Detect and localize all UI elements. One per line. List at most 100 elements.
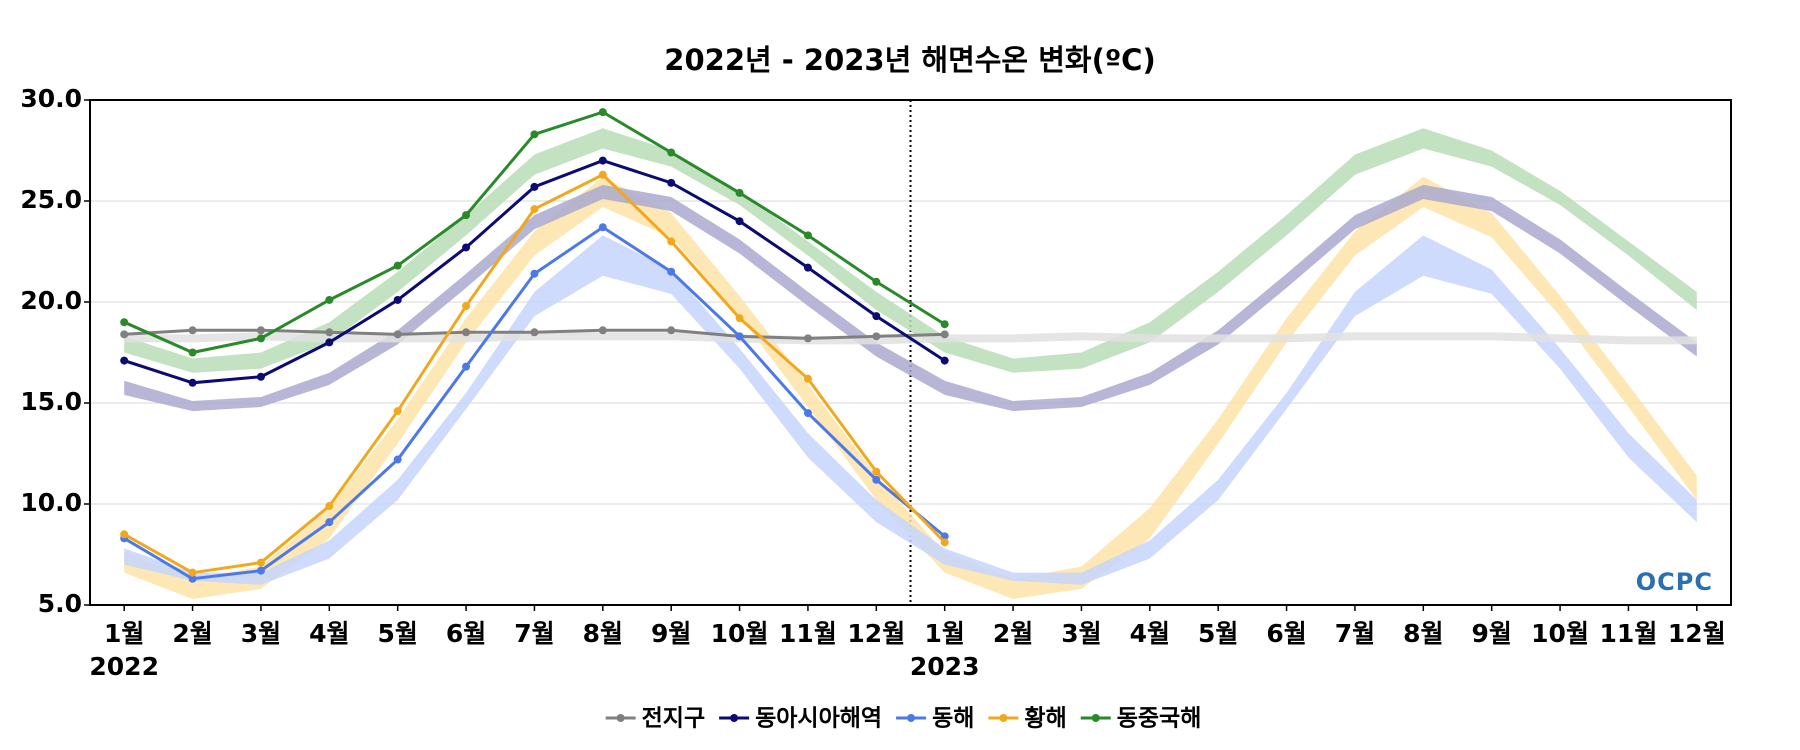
x-group-label: 2022	[89, 652, 159, 681]
series-point	[735, 188, 744, 197]
climatology-band	[124, 184, 1697, 412]
series-point	[256, 372, 265, 381]
legend-dot	[616, 714, 625, 722]
series-point	[530, 269, 539, 278]
legend: 전지구 동아시아해역 동해 황해 동중국해	[605, 706, 1202, 732]
series-point	[188, 378, 197, 387]
series-point	[393, 295, 402, 304]
series-point	[188, 326, 197, 335]
x-tick-label: 8월	[583, 619, 623, 648]
series-point	[256, 334, 265, 343]
series-point	[803, 374, 812, 383]
series-point	[120, 356, 129, 365]
series-point	[393, 407, 402, 416]
series-point	[393, 261, 402, 270]
series-point	[667, 326, 676, 335]
series-point	[872, 332, 881, 341]
legend-dot	[907, 714, 916, 722]
series-point	[667, 237, 676, 246]
series-point	[120, 330, 129, 339]
series-point	[188, 348, 197, 357]
plot-frame	[89, 99, 1732, 606]
x-tick-label: 2월	[993, 619, 1033, 648]
x-tick-label: 12월	[847, 619, 905, 648]
x-tick-label: 11월	[779, 619, 837, 648]
series-point	[325, 295, 334, 304]
legend-label: 동해	[932, 706, 974, 732]
series-point	[256, 566, 265, 575]
x-tick-label: 9월	[1471, 619, 1511, 648]
series-point	[872, 467, 881, 476]
series-point	[120, 530, 129, 539]
x-tick-label: 11월	[1600, 619, 1658, 648]
series-point	[940, 356, 949, 365]
series-point	[735, 314, 744, 323]
legend-dot	[1091, 714, 1100, 722]
series-point	[803, 231, 812, 240]
x-tick-label: 12월	[1668, 619, 1726, 648]
x-tick-label: 3월	[241, 619, 281, 648]
legend-label: 황해	[1024, 706, 1066, 732]
x-tick-label: 2월	[172, 619, 212, 648]
series-point	[940, 320, 949, 329]
series-point	[598, 108, 607, 117]
series-point	[325, 502, 334, 511]
series-point	[803, 263, 812, 272]
x-tick-label: 4월	[309, 619, 349, 648]
series-point	[735, 332, 744, 341]
y-tick-label: 15.0	[20, 387, 82, 416]
x-tick-label: 3월	[1061, 619, 1101, 648]
logo: OCPC	[1636, 568, 1713, 596]
x-tick-label: 10월	[1531, 619, 1589, 648]
x-tick-label: 5월	[377, 619, 417, 648]
series-point	[530, 182, 539, 191]
series-point	[188, 574, 197, 583]
series-point	[667, 267, 676, 276]
chart-title: 2022년 - 2023년 해면수온 변화(ºC)	[664, 43, 1155, 77]
series-point	[462, 328, 471, 337]
legend-label: 전지구	[642, 706, 705, 732]
series-point	[598, 223, 607, 232]
x-tick-label: 6월	[1266, 619, 1306, 648]
series-point	[462, 302, 471, 311]
series-point	[462, 243, 471, 252]
y-tick-label: 20.0	[20, 286, 82, 315]
series-point	[735, 217, 744, 226]
x-tick-label: 10월	[711, 619, 769, 648]
series-point	[530, 130, 539, 139]
series-point	[188, 568, 197, 577]
climatology-band	[124, 128, 1697, 373]
series-point	[872, 475, 881, 484]
series-point	[940, 330, 949, 339]
x-tick-label: 8월	[1403, 619, 1443, 648]
series-point	[393, 330, 402, 339]
x-tick-label: 1월	[104, 619, 144, 648]
legend-label: 동중국해	[1117, 706, 1202, 732]
series-point	[598, 156, 607, 165]
series-point	[530, 205, 539, 214]
y-tick-label: 30.0	[20, 84, 82, 113]
series-point	[462, 362, 471, 371]
series-point	[393, 455, 402, 464]
x-tick-label: 9월	[651, 619, 691, 648]
series-point	[872, 312, 881, 321]
y-tick-label: 5.0	[38, 589, 82, 618]
series-point	[598, 326, 607, 335]
series-point	[325, 518, 334, 527]
series-point	[325, 328, 334, 337]
series-point	[872, 277, 881, 286]
x-tick-label: 4월	[1130, 619, 1170, 648]
series-point	[120, 318, 129, 327]
series-point	[940, 538, 949, 547]
series-point	[803, 334, 812, 343]
series-point	[667, 148, 676, 157]
series-point	[530, 328, 539, 337]
series-point	[803, 409, 812, 418]
x-tick-label: 7월	[1335, 619, 1375, 648]
y-tick-label: 10.0	[20, 488, 82, 517]
series-point	[325, 338, 334, 347]
legend-dot	[999, 714, 1008, 722]
series-point	[256, 326, 265, 335]
y-tick-label: 25.0	[20, 185, 82, 214]
